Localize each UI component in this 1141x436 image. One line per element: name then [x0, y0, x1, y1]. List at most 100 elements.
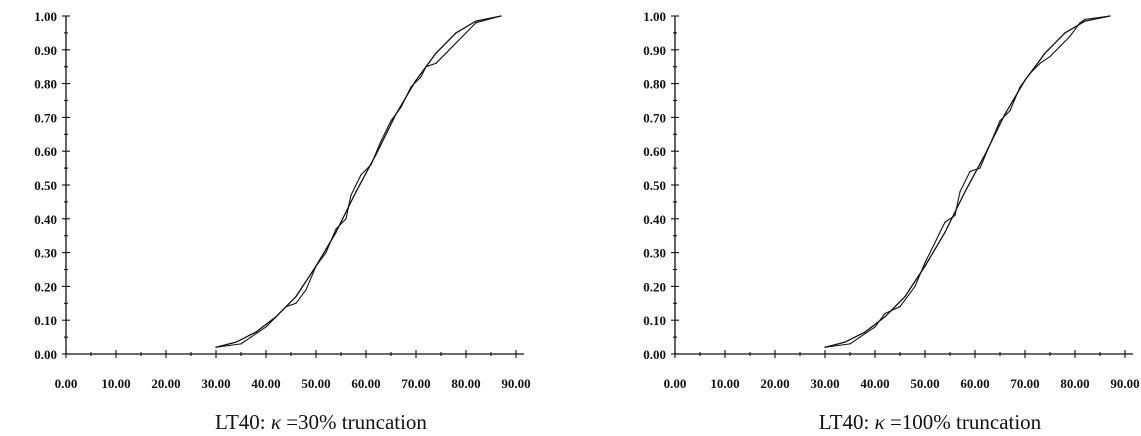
y-tick-label: 0.00	[34, 347, 57, 362]
fitted-point	[884, 316, 886, 318]
caption-suffix: =100% truncation	[890, 410, 1042, 434]
empirical-point	[250, 336, 252, 338]
empirical-point	[275, 316, 277, 318]
y-tick-label: 0.50	[643, 178, 666, 193]
y-tick-label: 0.90	[643, 43, 666, 58]
empirical-point	[979, 167, 981, 169]
fitted-point	[255, 331, 257, 333]
empirical-point	[265, 326, 267, 328]
empirical-point	[445, 52, 447, 54]
y-tick-label: 1.00	[643, 9, 666, 24]
y-tick-label: 0.80	[34, 77, 57, 92]
empirical-point	[465, 32, 467, 34]
fitted-point	[235, 341, 237, 343]
fitted-point	[455, 32, 457, 34]
empirical-point	[999, 120, 1001, 122]
caption-kappa-symbol: κ	[875, 410, 890, 434]
empirical-point	[305, 289, 307, 291]
y-tick-label: 0.90	[34, 43, 57, 58]
fitted-point	[295, 295, 297, 298]
y-tick-label: 0.60	[643, 144, 666, 159]
fitted-point	[355, 191, 357, 193]
x-tick-label: 90.00	[501, 376, 530, 391]
x-tick-label: 70.00	[401, 376, 430, 391]
caption-prefix: LT40:	[819, 410, 875, 434]
chart-caption: LT40: κ =100% truncation	[819, 410, 1042, 434]
fitted-point	[1064, 32, 1066, 34]
empirical-point	[944, 221, 946, 223]
x-tick-label: 30.00	[810, 376, 839, 391]
empirical-point	[215, 346, 217, 348]
empirical-point	[315, 265, 317, 267]
empirical-point	[1019, 86, 1021, 88]
empirical-point	[989, 143, 991, 146]
y-tick-label: 0.20	[34, 279, 57, 294]
empirical-point	[899, 306, 901, 308]
empirical-point	[1049, 55, 1051, 58]
empirical-cdf-line	[824, 15, 1111, 348]
empirical-point	[959, 191, 961, 193]
empirical-point	[475, 22, 477, 24]
x-tick-label: 50.00	[301, 376, 330, 391]
x-tick-label: 90.00	[1110, 376, 1139, 391]
y-tick-label: 0.70	[643, 110, 666, 125]
y-tick-label: 0.80	[643, 77, 666, 92]
empirical-point	[874, 326, 876, 328]
x-tick-label: 40.00	[860, 376, 889, 391]
empirical-point	[410, 86, 412, 88]
empirical-point	[425, 66, 427, 68]
x-tick-label: 20.00	[151, 376, 180, 391]
empirical-point	[1109, 15, 1111, 17]
empirical-point	[934, 241, 936, 244]
empirical-point	[1079, 22, 1081, 24]
fitted-point	[475, 20, 477, 22]
x-tick-label: 70.00	[1010, 376, 1039, 391]
empirical-point	[1069, 35, 1071, 37]
fitted-point	[1044, 52, 1046, 54]
y-tick-label: 0.30	[34, 246, 57, 261]
x-tick-label: 50.00	[910, 376, 939, 391]
empirical-point	[1084, 18, 1086, 20]
empirical-point	[864, 333, 866, 335]
fitted-point	[864, 331, 866, 333]
x-tick-label: 10.00	[101, 376, 130, 391]
empirical-point	[285, 306, 287, 308]
empirical-point	[435, 62, 437, 64]
chart-panel-1: 0.00 0.10 0.20 0.30 0.40 0.50 0.60 0.70 0.80 0.90…	[34, 9, 530, 434]
empirical-point	[884, 312, 886, 315]
y-tick-label: 0.40	[34, 212, 57, 227]
x-tick-label: 30.00	[201, 376, 230, 391]
fitted-point	[335, 231, 337, 233]
empirical-point	[500, 15, 502, 17]
y-tick-label: 0.00	[643, 347, 666, 362]
x-tick-label: 60.00	[960, 376, 989, 391]
y-tick-label: 0.10	[34, 313, 57, 328]
empirical-point	[360, 174, 362, 176]
x-tick-label: 80.00	[1060, 376, 1089, 391]
empirical-point	[849, 343, 851, 345]
empirical-cdf-line	[215, 15, 502, 348]
empirical-point	[1029, 72, 1031, 75]
caption-kappa-symbol: κ	[271, 410, 286, 434]
empirical-point	[345, 218, 347, 220]
empirical-point	[954, 214, 956, 217]
fitted-point	[1084, 20, 1086, 22]
empirical-point	[420, 76, 422, 78]
x-tick-label: 60.00	[351, 376, 380, 391]
empirical-point	[1059, 45, 1061, 48]
empirical-point	[350, 194, 352, 196]
fitted-point	[964, 191, 966, 193]
fitted-point	[924, 265, 926, 267]
empirical-point	[400, 106, 402, 108]
fitted-point	[1004, 113, 1006, 115]
empirical-point	[1039, 62, 1041, 64]
empirical-point	[914, 285, 916, 287]
y-tick-label: 0.50	[34, 178, 57, 193]
empirical-point	[390, 120, 392, 122]
y-tick-label: 0.30	[643, 246, 666, 261]
x-tick-label: 10.00	[710, 376, 739, 391]
y-tick-label: 0.40	[643, 212, 666, 227]
empirical-point	[1009, 110, 1011, 112]
empirical-point	[824, 346, 826, 348]
